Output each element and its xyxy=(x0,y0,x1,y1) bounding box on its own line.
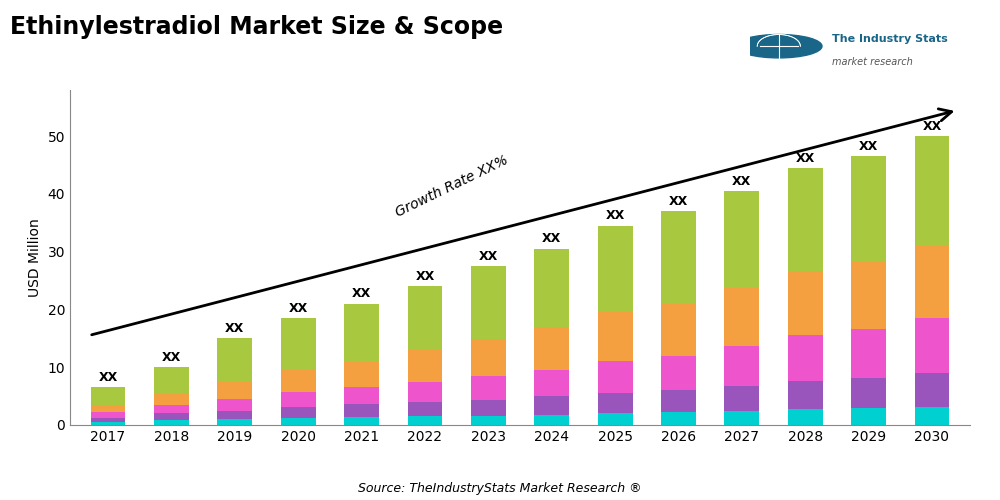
Text: Source: TheIndustryStats Market Research ®: Source: TheIndustryStats Market Research… xyxy=(358,482,642,495)
Bar xyxy=(661,212,696,304)
Circle shape xyxy=(736,34,822,58)
Bar xyxy=(471,266,506,339)
Text: XX: XX xyxy=(796,152,815,164)
Bar xyxy=(344,304,379,361)
Bar xyxy=(661,390,696,412)
Text: XX: XX xyxy=(225,322,244,335)
Bar xyxy=(344,387,379,404)
Text: XX: XX xyxy=(98,371,118,384)
Bar xyxy=(724,386,759,410)
Bar xyxy=(788,168,823,272)
Text: XX: XX xyxy=(859,140,878,153)
Bar xyxy=(471,339,506,376)
Bar xyxy=(217,419,252,425)
Bar xyxy=(281,392,316,406)
Bar xyxy=(408,382,442,402)
Y-axis label: USD Million: USD Million xyxy=(28,218,42,297)
Bar xyxy=(91,388,125,405)
Text: market research: market research xyxy=(832,57,912,67)
Bar xyxy=(408,402,442,416)
Bar xyxy=(661,412,696,425)
Bar xyxy=(471,400,506,416)
Bar xyxy=(724,191,759,288)
Bar xyxy=(217,410,252,419)
Bar xyxy=(344,361,379,387)
Bar xyxy=(534,396,569,414)
Bar xyxy=(788,335,823,381)
Bar xyxy=(91,418,125,422)
Text: XX: XX xyxy=(669,195,688,208)
Bar xyxy=(851,156,886,262)
Bar xyxy=(788,409,823,425)
Bar xyxy=(915,406,949,425)
Bar xyxy=(154,420,189,425)
Bar xyxy=(598,226,633,312)
Text: Growth Rate XX%: Growth Rate XX% xyxy=(393,154,510,220)
Bar xyxy=(851,378,886,408)
Bar xyxy=(598,362,633,393)
Text: XX: XX xyxy=(732,174,751,188)
Text: XX: XX xyxy=(162,351,181,364)
Text: XX: XX xyxy=(415,270,435,283)
Text: XX: XX xyxy=(352,287,371,300)
Bar xyxy=(154,393,189,405)
Bar xyxy=(598,393,633,413)
Bar xyxy=(217,338,252,382)
Bar xyxy=(661,304,696,356)
Bar xyxy=(534,327,569,370)
Text: XX: XX xyxy=(605,210,625,222)
Text: XX: XX xyxy=(289,302,308,314)
Bar xyxy=(534,414,569,425)
Bar xyxy=(281,418,316,425)
Bar xyxy=(281,369,316,392)
Bar xyxy=(915,246,949,318)
Bar xyxy=(851,262,886,328)
Text: The Industry Stats: The Industry Stats xyxy=(832,34,947,44)
Bar xyxy=(91,405,125,412)
Text: XX: XX xyxy=(479,250,498,262)
Bar xyxy=(91,422,125,425)
Text: XX: XX xyxy=(542,232,561,245)
Bar xyxy=(154,367,189,393)
Bar xyxy=(724,410,759,425)
Bar xyxy=(598,312,633,362)
Bar xyxy=(408,286,442,350)
Bar xyxy=(534,249,569,327)
Bar xyxy=(281,318,316,369)
Bar xyxy=(915,318,949,373)
Bar xyxy=(598,414,633,425)
Bar xyxy=(471,416,506,425)
Bar xyxy=(851,408,886,425)
Bar xyxy=(344,417,379,425)
Bar xyxy=(788,381,823,409)
Bar xyxy=(154,414,189,420)
Bar xyxy=(281,406,316,418)
Bar xyxy=(724,288,759,346)
Bar xyxy=(724,346,759,387)
Text: Ethinylestradiol Market Size & Scope: Ethinylestradiol Market Size & Scope xyxy=(10,15,503,39)
FancyBboxPatch shape xyxy=(745,14,995,82)
Bar xyxy=(217,399,252,410)
Bar xyxy=(915,373,949,406)
Bar xyxy=(408,416,442,425)
Bar xyxy=(534,370,569,396)
Bar xyxy=(661,356,696,390)
Bar xyxy=(217,382,252,399)
Bar xyxy=(408,350,442,382)
Bar xyxy=(788,272,823,335)
Bar xyxy=(344,404,379,417)
Bar xyxy=(915,136,949,246)
Bar xyxy=(851,328,886,378)
Bar xyxy=(471,376,506,400)
Text: XX: XX xyxy=(922,120,942,132)
Bar xyxy=(154,405,189,413)
Bar xyxy=(91,412,125,418)
